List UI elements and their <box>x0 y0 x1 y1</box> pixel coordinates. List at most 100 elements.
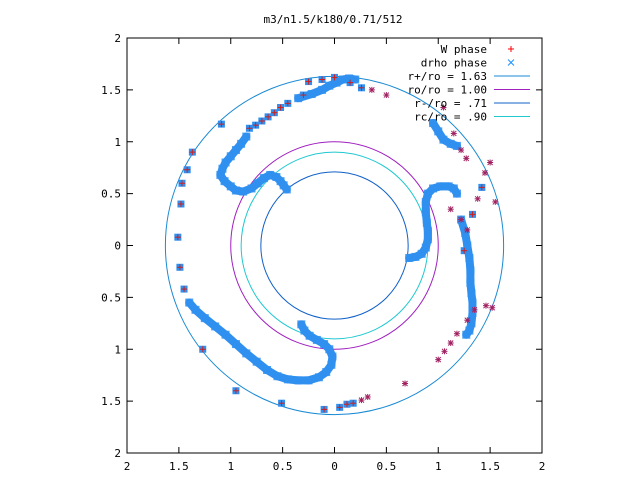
y-tick-label: 1.5 <box>101 84 121 97</box>
w-phase-point <box>492 198 499 205</box>
legend-entry: W phase <box>441 43 514 56</box>
drho-phase-point <box>343 400 351 408</box>
x-tick-label: 0 <box>331 460 338 473</box>
y-tick-label: 0 <box>114 240 121 253</box>
w-phase-point <box>489 304 496 311</box>
reference-circle-1 <box>230 141 439 350</box>
w-phase-point <box>447 206 454 213</box>
w-phase-point <box>482 302 489 309</box>
drho-phase-point <box>252 121 260 129</box>
drho-phase-point <box>199 345 207 353</box>
x-tick-label: 2 <box>124 460 131 473</box>
x-tick-label: 1.5 <box>480 460 500 473</box>
drho-phase-point <box>318 76 326 83</box>
drho-phase-point <box>183 166 191 174</box>
drho-phase-point <box>349 399 357 407</box>
drho-phase-point <box>264 113 272 121</box>
legend-label: drho phase <box>421 57 487 70</box>
drho-phase-point <box>478 183 486 191</box>
legend-label: r-/ro = .71 <box>414 97 487 110</box>
drho-curve-point <box>452 141 461 150</box>
w-phase-point <box>368 86 375 93</box>
y-tick-label: 1.5 <box>101 395 121 408</box>
drho-phase-point <box>357 84 365 92</box>
w-phase-point <box>458 147 465 154</box>
legend-label: ro/ro = 1.00 <box>408 84 487 97</box>
y-tick-label: 0.5 <box>101 188 121 201</box>
drho-phase-point <box>278 399 286 407</box>
x-axis-ticks: 2 1.5 1 0.5 0 0.5 1 1.5 2 <box>124 38 546 473</box>
y-tick-label: 0.5 <box>101 291 121 304</box>
drho-curve-point <box>297 320 306 329</box>
drho-phase-point <box>174 233 182 241</box>
w-phase-point <box>383 92 390 99</box>
legend-entry: ro/ro = 1.00 <box>408 84 530 97</box>
reference-circle-3 <box>240 151 429 340</box>
w-phase-point <box>471 306 478 313</box>
w-phase-point <box>358 397 365 404</box>
drho-curve-point <box>452 189 461 198</box>
drho-curve-point <box>351 75 360 84</box>
drho-phase-point <box>331 73 338 81</box>
drho-phase-point <box>178 179 186 187</box>
drho-phase-point <box>284 99 292 107</box>
w-phase-point <box>481 169 488 176</box>
w-phase-point <box>440 104 447 111</box>
legend-entry: r+/ro = 1.63 <box>408 70 530 83</box>
x-tick-label: 2 <box>539 460 546 473</box>
w-phase-point <box>464 317 471 324</box>
legend-entry: rc/ro = .90 <box>414 111 530 124</box>
drho-phase-point <box>305 78 313 86</box>
legend-label: W phase <box>441 43 487 56</box>
w-phase-point <box>450 130 457 137</box>
drho-phase-point <box>177 200 185 208</box>
x-tick-label: 1.5 <box>169 460 189 473</box>
y-tick-label: 1 <box>114 136 121 149</box>
w-phase-point <box>474 195 481 202</box>
w-phase-point <box>453 330 460 337</box>
drho-phase-point <box>188 148 196 156</box>
legend-label: r+/ro = 1.63 <box>408 70 487 83</box>
drho-phase-point <box>245 124 253 132</box>
drho-phase-point <box>346 79 354 87</box>
drho-dense-curves <box>185 74 477 385</box>
x-tick-label: 1 <box>227 460 234 473</box>
drho-phase-point <box>299 91 307 99</box>
drho-phase-point <box>320 405 328 413</box>
drho-phase-point <box>232 387 240 395</box>
w-phase-point <box>441 348 448 355</box>
drho-phase-point <box>217 120 225 128</box>
legend-entry: r-/ro = .71 <box>414 97 530 110</box>
drho-phase-point <box>180 285 188 293</box>
chart-title: m3/n1.5/k180/0.71/512 <box>263 13 402 26</box>
w-phase-point <box>463 155 470 162</box>
drho-phase-point <box>176 263 184 271</box>
drho-curve-point <box>282 185 291 194</box>
y-tick-label: 1 <box>114 343 121 356</box>
w-phase-point <box>464 226 471 233</box>
drho-phase-point <box>468 210 476 218</box>
drho-phase-point <box>336 403 344 411</box>
drho-phase-points <box>174 73 486 413</box>
w-phase-point <box>458 216 465 223</box>
legend-entry: drho phase <box>421 57 515 70</box>
y-tick-label: 2 <box>114 447 121 460</box>
w-phase-point <box>487 159 494 166</box>
w-phase-point <box>435 356 442 363</box>
drho-phase-point <box>258 117 266 125</box>
w-phase-point <box>364 393 371 400</box>
x-tick-label: 1 <box>435 460 442 473</box>
y-tick-label: 2 <box>114 32 121 45</box>
drho-phase-point <box>277 104 285 112</box>
drho-phase-point <box>460 247 468 255</box>
drho-phase-point <box>270 109 278 117</box>
w-phase-point <box>447 340 454 347</box>
y-axis-ticks: 2 1.5 1 0.5 0 0.5 1 1.5 2 <box>101 32 542 460</box>
w-phase-point <box>402 380 409 387</box>
legend-label: rc/ro = .90 <box>414 111 487 124</box>
x-tick-label: 0.5 <box>273 460 293 473</box>
reference-circle-2 <box>260 171 409 320</box>
drho-curve-point <box>462 330 471 339</box>
